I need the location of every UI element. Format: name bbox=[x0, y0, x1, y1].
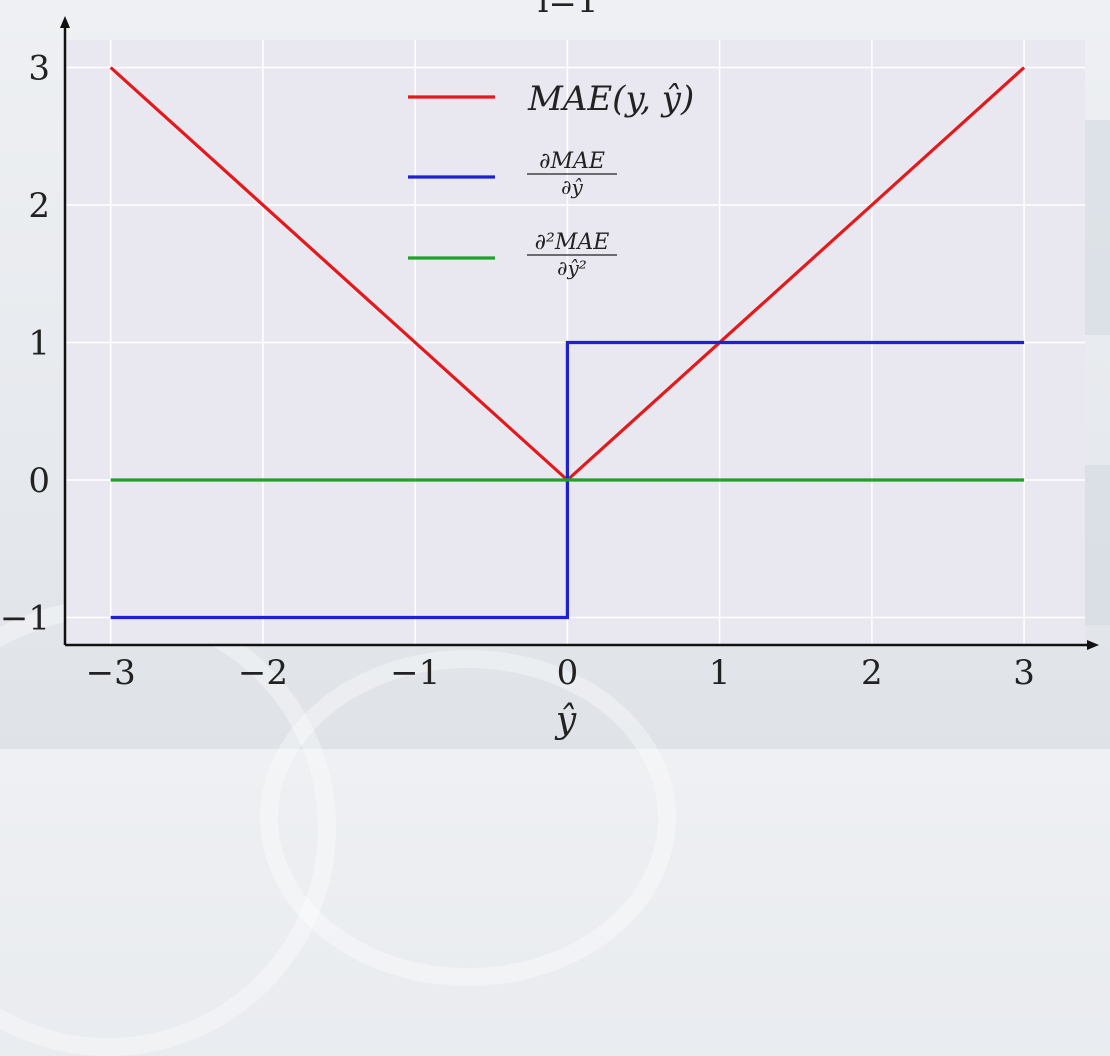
y-tick-label: 1 bbox=[28, 324, 50, 364]
x-tick-label: −1 bbox=[390, 653, 440, 693]
series-layer bbox=[109, 66, 1026, 620]
x-tick-label: 1 bbox=[709, 653, 731, 693]
top-title-fragment: i=1 bbox=[538, 0, 599, 21]
legend-numerator-second_derivative: ∂²MAE bbox=[535, 230, 610, 255]
chart: i=1 −3 −2 −1 0 1 2 3 −1 0 1 2 3 ŷ MAE(y, ŷ) ∂MAE∂ŷ ∂²… bbox=[0, 0, 1099, 741]
y-tick-label: 2 bbox=[28, 186, 50, 226]
legend-numerator-first_derivative: ∂MAE bbox=[539, 149, 605, 174]
x-tick-label: −3 bbox=[86, 653, 136, 693]
x-tick-label: 2 bbox=[861, 653, 883, 693]
axes bbox=[60, 16, 1099, 650]
x-axis-title: ŷ bbox=[554, 700, 577, 741]
x-tick-label: −2 bbox=[238, 653, 288, 693]
x-tick-label: 3 bbox=[1013, 653, 1035, 693]
legend: MAE(y, ŷ) ∂MAE∂ŷ ∂²MAE∂ŷ² bbox=[408, 79, 694, 280]
legend-denominator-first_derivative: ∂ŷ bbox=[561, 175, 583, 199]
y-tick-label: 3 bbox=[28, 49, 50, 89]
legend-denominator-second_derivative: ∂ŷ² bbox=[557, 256, 587, 280]
tick-labels: −3 −2 −1 0 1 2 3 −1 0 1 2 3 bbox=[0, 49, 1035, 694]
y-axis-arrow bbox=[60, 16, 70, 28]
legend-label-mae: MAE(y, ŷ) bbox=[527, 79, 694, 119]
y-tick-label: 0 bbox=[28, 461, 50, 501]
x-axis-arrow bbox=[1087, 640, 1099, 650]
x-tick-label: 0 bbox=[557, 653, 579, 693]
y-tick-label: −1 bbox=[0, 599, 50, 639]
